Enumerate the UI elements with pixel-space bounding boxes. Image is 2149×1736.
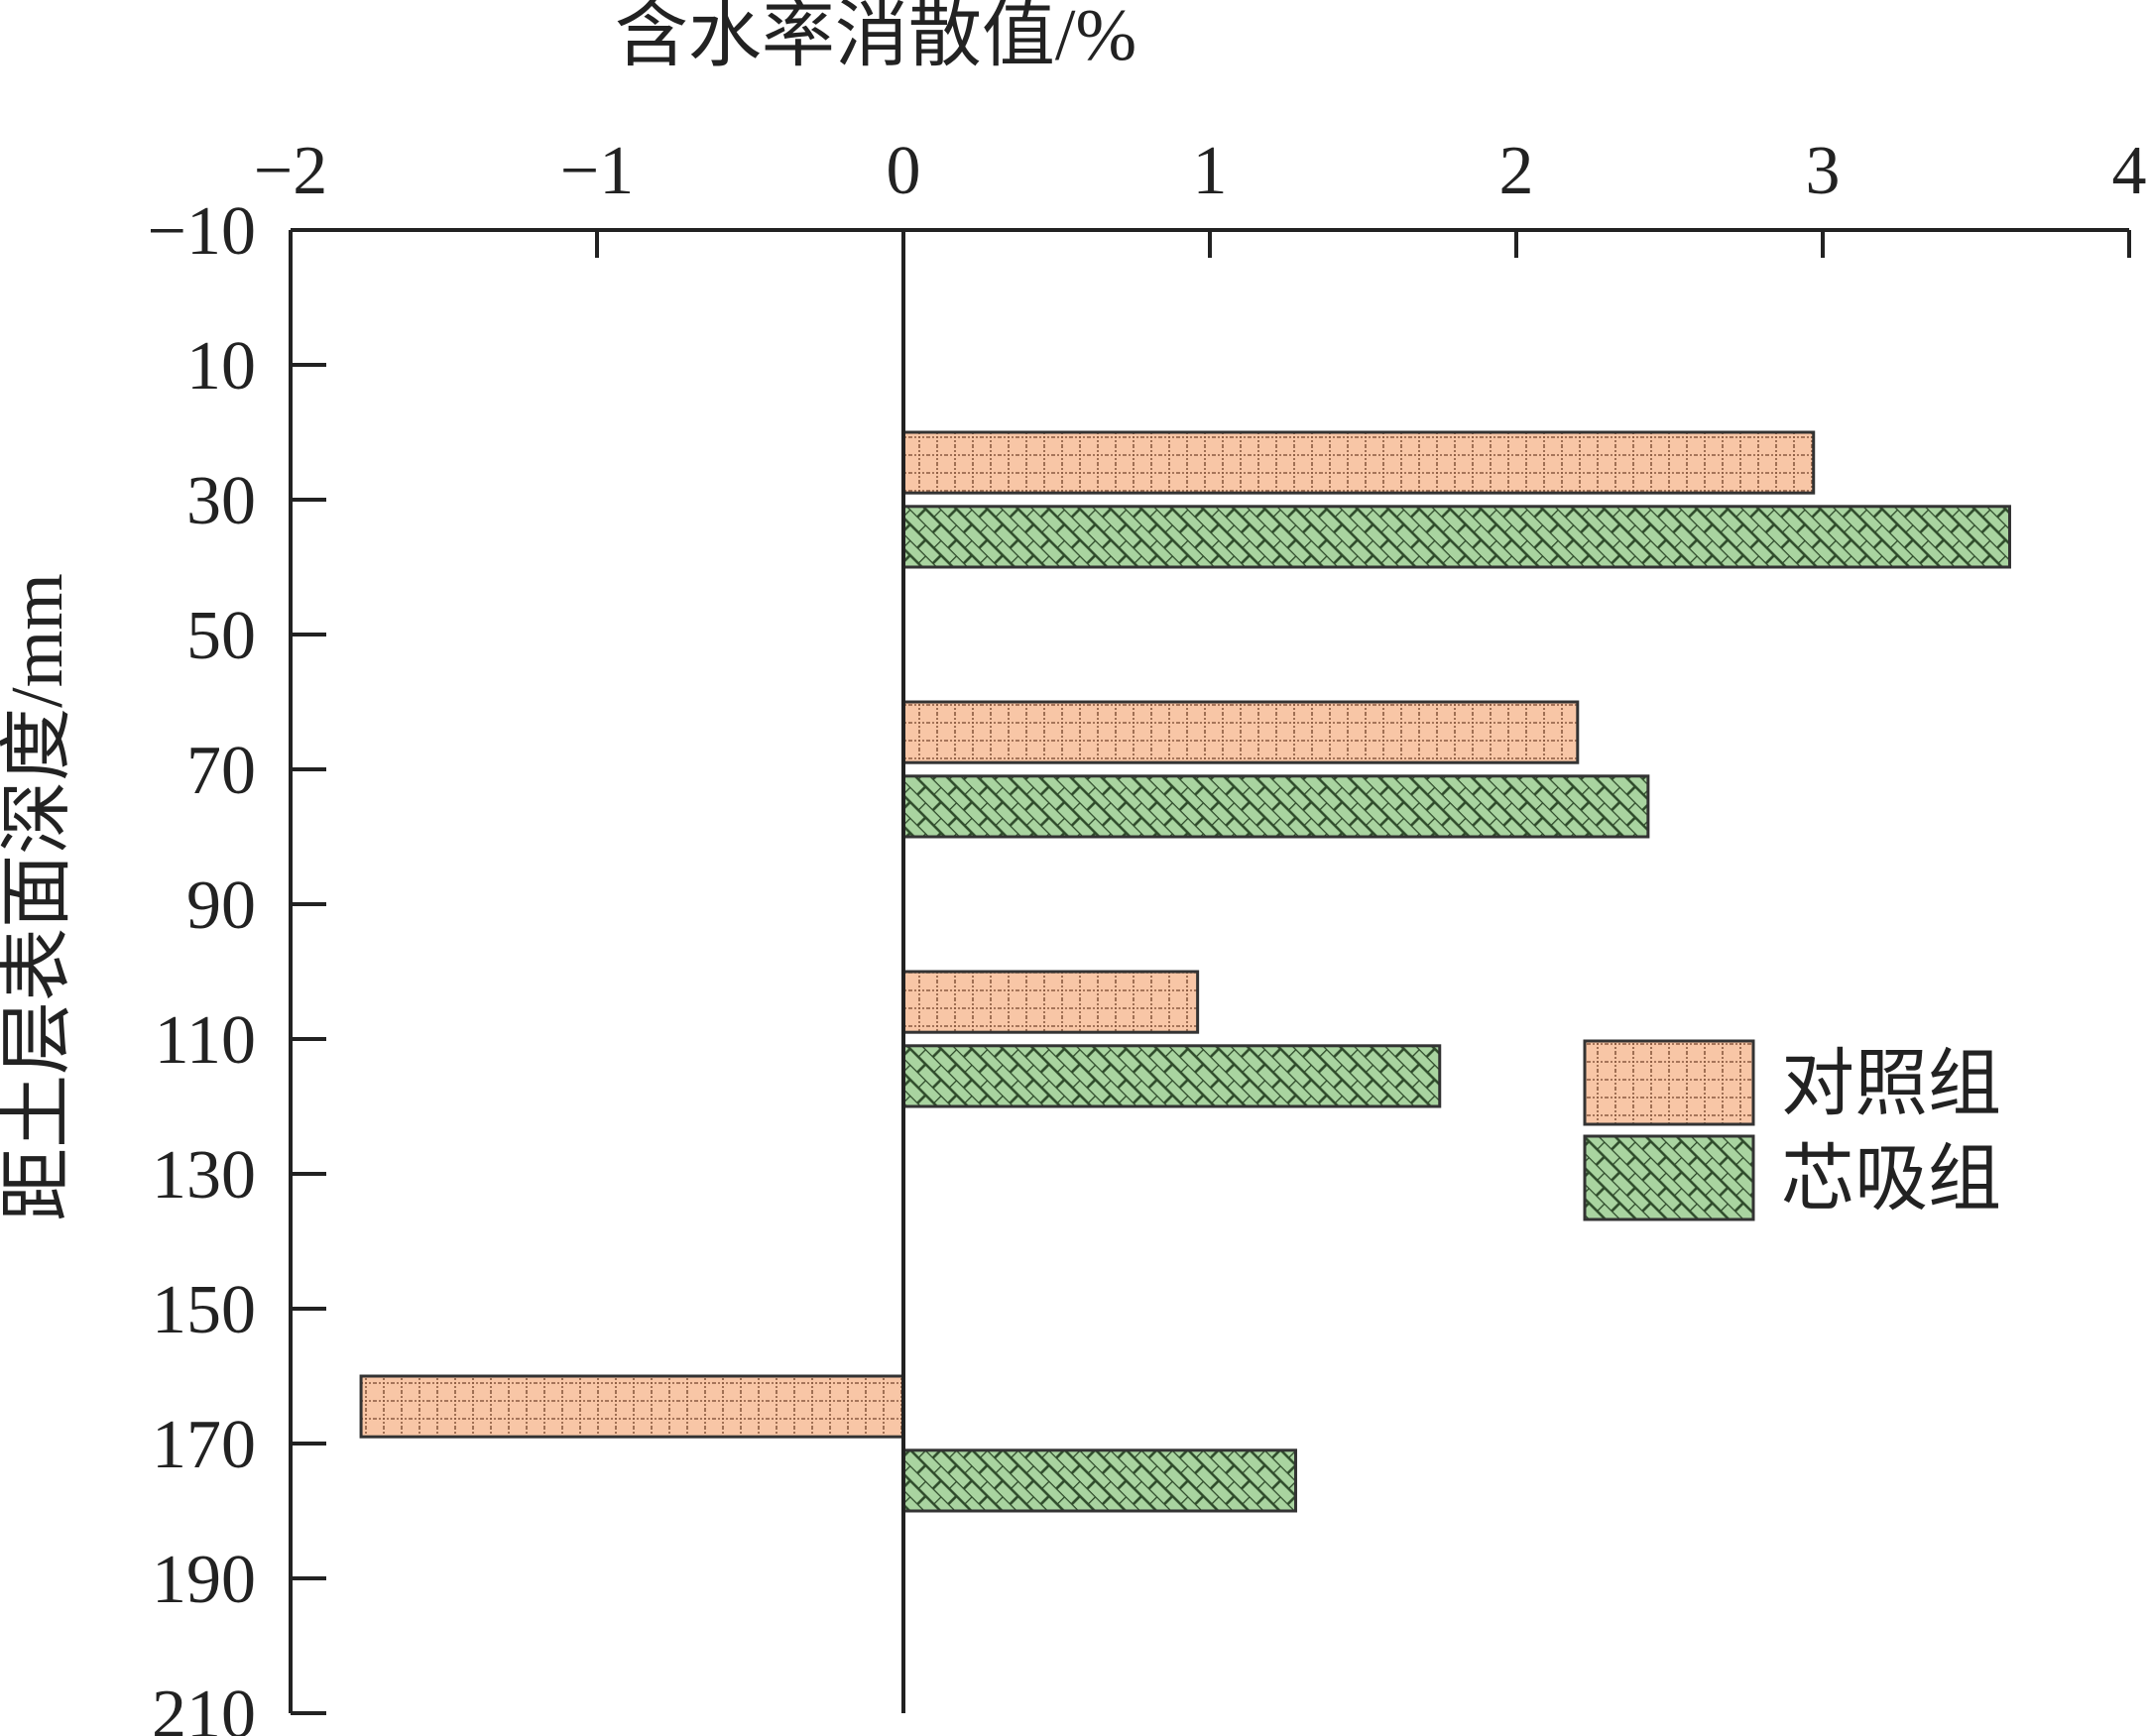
x-tick-label: 0 [887,133,921,209]
legend-swatch [1583,1039,1755,1126]
y-axis-title: 距土层表面深度/mm [0,573,78,1221]
y-tick-label: 150 [152,1272,256,1348]
x-tick-label: 1 [1193,133,1228,209]
x-tick-label: −2 [254,133,327,209]
bar-dotted-grid [901,970,1200,1034]
x-tick-label: 2 [1499,133,1534,209]
x-tick-label: 4 [2112,133,2147,209]
y-tick-label: 30 [186,463,256,539]
legend-label: 对照组 [1781,1044,2001,1125]
bar-brick-hatch [901,505,2011,569]
axes-layer [289,228,2129,1713]
bar-brick-hatch [901,1448,1298,1513]
y-tick-label: 170 [152,1407,256,1483]
x-tick-label: −1 [560,133,634,209]
bar-dotted-grid [359,1374,905,1439]
x-tick-label: 3 [1806,133,1841,209]
bar-brick-hatch [901,774,1650,839]
y-tick-label: 50 [186,598,256,674]
y-tick-label: −10 [148,193,256,270]
bar-dotted-grid [901,430,1816,495]
y-tick-label: 210 [152,1677,256,1736]
y-tick-label: 190 [152,1542,256,1618]
legend-label: 芯吸组 [1781,1139,2001,1220]
bar-brick-hatch [901,1044,1442,1108]
y-tick-label: 70 [186,733,256,809]
y-tick-label: 110 [155,1002,256,1079]
y-tick-label: 130 [152,1137,256,1214]
x-axis-title: 含水率消散值/% [615,0,1136,76]
bar-dotted-grid [901,700,1580,764]
bars-layer [359,430,2011,1513]
y-tick-label: 90 [186,868,256,944]
legend-swatch [1583,1134,1755,1221]
y-tick-label: 10 [186,328,256,405]
